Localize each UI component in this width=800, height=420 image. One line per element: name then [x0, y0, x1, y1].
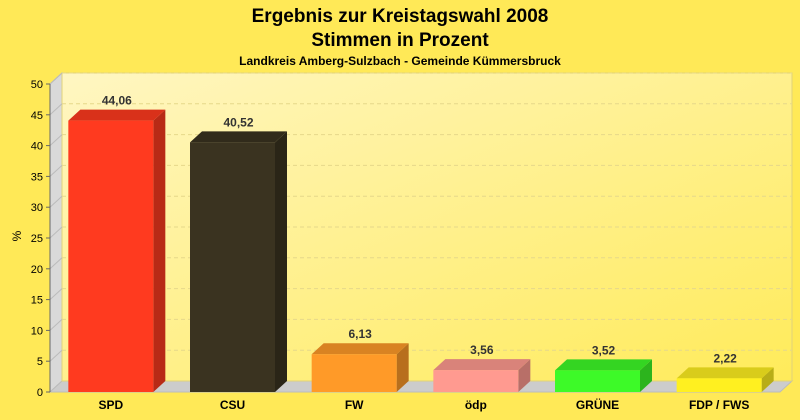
bar-value-label: 40,52 — [223, 115, 253, 129]
x-tick-label: SPD — [98, 398, 123, 412]
y-tick-label: 50 — [31, 79, 43, 91]
bar-value-label: 3,52 — [592, 343, 616, 357]
bar-side — [153, 109, 166, 393]
bar-front — [433, 370, 519, 392]
bar-top — [555, 359, 652, 371]
x-tick-label: GRÜNE — [576, 397, 619, 412]
y-axis: 0 5 10 15 20 25 30 35 40 45 50 — [31, 79, 51, 399]
bar-fdp-fws: 2,22 — [676, 351, 774, 392]
bar-grüne: 3,52 — [555, 343, 652, 392]
grid-line-side — [49, 134, 63, 146]
y-tick-label: 0 — [37, 387, 43, 399]
y-tick-label: 15 — [31, 295, 43, 307]
y-tick-label: 10 — [31, 325, 43, 337]
bar-front — [311, 354, 397, 392]
y-axis-label: % — [10, 230, 24, 241]
bar-fw: 6,13 — [311, 327, 409, 392]
y-tick-label: 20 — [31, 264, 43, 276]
bar-side — [396, 343, 409, 392]
grid-line-side — [49, 349, 63, 362]
grid-line-side — [49, 195, 63, 208]
chart-subtitle: Landkreis Amberg-Sulzbach - Gemeinde Küm… — [239, 54, 561, 68]
bar-top — [190, 131, 287, 143]
x-tick-label: FW — [345, 398, 364, 412]
grid-line-side — [49, 226, 63, 239]
bar-top — [311, 343, 409, 355]
x-tick-label: ödp — [465, 398, 487, 412]
grid-line-side — [49, 319, 63, 331]
bar-top — [68, 109, 166, 121]
bar-value-label: 6,13 — [348, 327, 372, 341]
y-tick-label: 5 — [37, 356, 43, 368]
bar-ödp: 3,56 — [433, 343, 531, 392]
y-tick-label: 40 — [31, 141, 43, 153]
y-tick-label: 25 — [31, 233, 43, 245]
bars: 44,06 SPD 40,52 CSU 6,13 FW 3,56 ödp 3,52 GRÜNE 2,… — [68, 94, 774, 412]
y-tick-label: 45 — [31, 110, 43, 122]
grid-line-side — [49, 165, 63, 177]
bar-front — [676, 378, 762, 392]
bar-front — [68, 120, 154, 393]
bar-value-label: 2,22 — [713, 351, 737, 365]
chart-title-line2: Stimmen in Prozent — [311, 30, 489, 51]
chart-title: Ergebnis zur Kreistagswahl 2008 — [252, 6, 549, 27]
bar-csu: 40,52 — [190, 115, 287, 393]
y-tick-label: 35 — [31, 171, 43, 183]
bar-value-label: 3,56 — [470, 343, 494, 357]
grid-lines — [49, 72, 792, 362]
x-tick-label: CSU — [220, 398, 245, 412]
y-tick-label: 30 — [31, 202, 43, 214]
grid-line-side — [49, 72, 63, 85]
x-tick-label: FDP / FWS — [689, 398, 749, 412]
bar-side — [518, 359, 531, 392]
grid-line-side — [49, 103, 63, 116]
grid-line-side — [49, 257, 63, 270]
bar-side — [275, 131, 287, 393]
bar-top — [433, 359, 531, 371]
bar-top — [676, 367, 774, 379]
bar-front — [555, 370, 640, 392]
bar-spd: 44,06 — [68, 94, 166, 393]
bar-value-label: 44,06 — [102, 94, 132, 108]
bar-side — [761, 367, 774, 392]
bar-side — [640, 359, 652, 392]
bar-front — [190, 142, 275, 392]
grid-line-side — [49, 288, 63, 300]
